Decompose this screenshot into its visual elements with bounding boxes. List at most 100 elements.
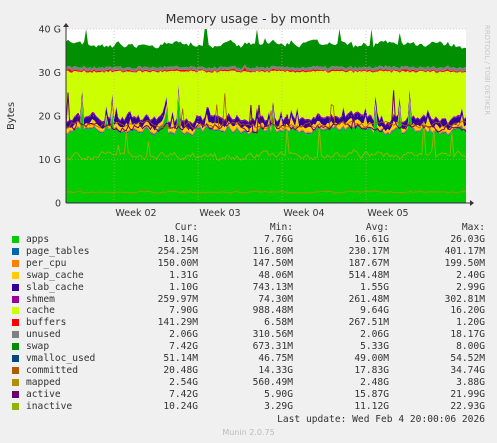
legend-avg: 514.48M (348, 269, 389, 281)
y-axis-arrow (63, 23, 69, 27)
legend-row-inactive: inactive 10.24G 3.29G 11.12G 22.93G (0, 401, 497, 413)
legend-name: swap (26, 341, 50, 353)
y-tick-label: 0 (55, 199, 61, 210)
x-ticks: Week 02 Week 03 Week 04 Week 05 (115, 208, 408, 219)
legend-cur: 150.00M (157, 257, 198, 269)
legend-row-buffers: buffers 141.29M 6.58M 267.51M 1.20G (0, 317, 497, 329)
legend-avg: 15.87G (354, 388, 389, 400)
legend-swatch (12, 378, 19, 386)
y-tick-label: 20 G (39, 112, 61, 123)
legend-name: cache (26, 305, 55, 317)
legend-swatch (12, 343, 19, 351)
legend-swatch (12, 402, 19, 410)
legend-swatch (12, 355, 19, 362)
area-buffers (66, 66, 466, 73)
legend-cur: 18.14G (163, 234, 198, 245)
area-swap-cache (66, 90, 466, 135)
area-unused (66, 64, 466, 72)
legend-max: 401.17M (444, 245, 485, 257)
legend-row-page-tables: page_tables 254.25M 116.80M 230.17M 401.17M (0, 246, 497, 258)
legend-row-slab-cache: slab_cache 1.10G 743.13M 1.55G 2.99G (0, 282, 497, 294)
line-committed (65, 93, 467, 130)
legend-min: 988.48M (252, 305, 293, 317)
legend-max: 1.20G (456, 317, 485, 329)
legend-min: 6.58M (264, 317, 293, 329)
y-tick-label: 30 G (39, 68, 61, 79)
legend-avg: 2.06G (360, 329, 389, 341)
col-max: Max: (461, 222, 485, 233)
col-cur: Cur: (174, 222, 198, 233)
legend-cur: 7.42G (169, 341, 198, 353)
legend-min: 743.13M (252, 281, 293, 293)
legend-swatch (12, 247, 19, 255)
area-cache (66, 70, 466, 125)
legend-swatch (12, 283, 19, 291)
legend-cur: 2.06G (169, 329, 198, 341)
legend-row-unused: unused 2.06G 310.56M 2.06G 18.17G (0, 329, 497, 341)
legend-swatch (12, 271, 19, 279)
legend-row-per-cpu: per_cpu 150.00M 147.50M 187.67M 199.50M (0, 258, 497, 270)
legend-min: 48.06M (258, 269, 293, 281)
legend-row-shmem: shmem 259.97M 74.30M 261.48M 302.81M (0, 294, 497, 306)
line-mapped (65, 190, 467, 194)
legend-min: 14.33G (258, 364, 293, 376)
legend-max: 2.99G (456, 281, 485, 293)
legend-avg: 17.83G (354, 364, 389, 376)
legend-swatch (12, 390, 19, 398)
y-axis-label: Bytes (6, 102, 17, 130)
legend-min: 116.80M (252, 245, 293, 257)
legend-max: 8.00G (456, 341, 485, 353)
legend-cur: 1.31G (169, 269, 198, 281)
legend-avg: 261.48M (348, 293, 389, 305)
legend-min: 310.56M (252, 329, 293, 341)
legend-swatch (12, 331, 19, 339)
legend-cur: 7.42G (169, 388, 198, 400)
legend-swatch (12, 319, 19, 327)
legend-max: 54.52M (450, 353, 485, 364)
legend-cur: 51.14M (163, 353, 198, 364)
legend-swatch (12, 295, 19, 303)
last-update: Last update: Wed Feb 4 20:00:06 2026 (277, 414, 485, 425)
legend-row-apps: apps 18.14G 7.76G 16.61G 26.03G (0, 234, 497, 246)
legend-cur: 7.90G (169, 305, 198, 317)
legend-row-committed: committed 20.48G 14.33G 17.83G 34.74G (0, 365, 497, 377)
legend-cur: 141.29M (157, 317, 198, 329)
x-tick-label: Week 02 (115, 208, 156, 219)
area-swap (66, 29, 466, 70)
chart-title: Memory usage - by month (166, 11, 331, 26)
legend-cur: 10.24G (163, 400, 198, 412)
y-tick-label: 40 G (39, 25, 61, 36)
legend-avg: 187.67M (348, 257, 389, 269)
legend-avg: 49.00M (354, 353, 389, 364)
legend-min: 560.49M (252, 376, 293, 388)
col-min: Min: (269, 222, 293, 233)
line-inactive (65, 121, 467, 162)
grid (66, 28, 466, 203)
legend-min: 46.75M (258, 353, 293, 364)
legend-min: 3.29G (264, 400, 293, 412)
legend-name: mapped (26, 376, 61, 388)
area-slab-cache (66, 84, 466, 132)
x-tick-label: Week 03 (199, 208, 240, 219)
legend-swatch (12, 236, 19, 243)
legend-max: 26.03G (450, 234, 485, 245)
legend-name: shmem (26, 293, 55, 305)
legend-avg: 230.17M (348, 245, 389, 257)
legend-name: buffers (26, 317, 67, 329)
legend-min: 7.76G (264, 234, 293, 245)
legend-avg: 11.12G (354, 400, 389, 412)
x-tick-label: Week 04 (283, 208, 324, 219)
legend-name: apps (26, 234, 50, 245)
legend-max: 199.50M (444, 257, 485, 269)
legend-avg: 1.55G (360, 281, 389, 293)
legend-max: 16.20G (450, 305, 485, 317)
legend-swatch (12, 307, 19, 315)
legend-min: 147.50M (252, 257, 293, 269)
legend-max: 34.74G (450, 364, 485, 376)
legend-min: 74.30M (258, 293, 293, 305)
legend-swatch (12, 366, 19, 374)
legend-min: 5.90G (264, 388, 293, 400)
x-tick-label: Week 05 (367, 208, 408, 219)
legend-avg: 2.48G (360, 376, 389, 388)
